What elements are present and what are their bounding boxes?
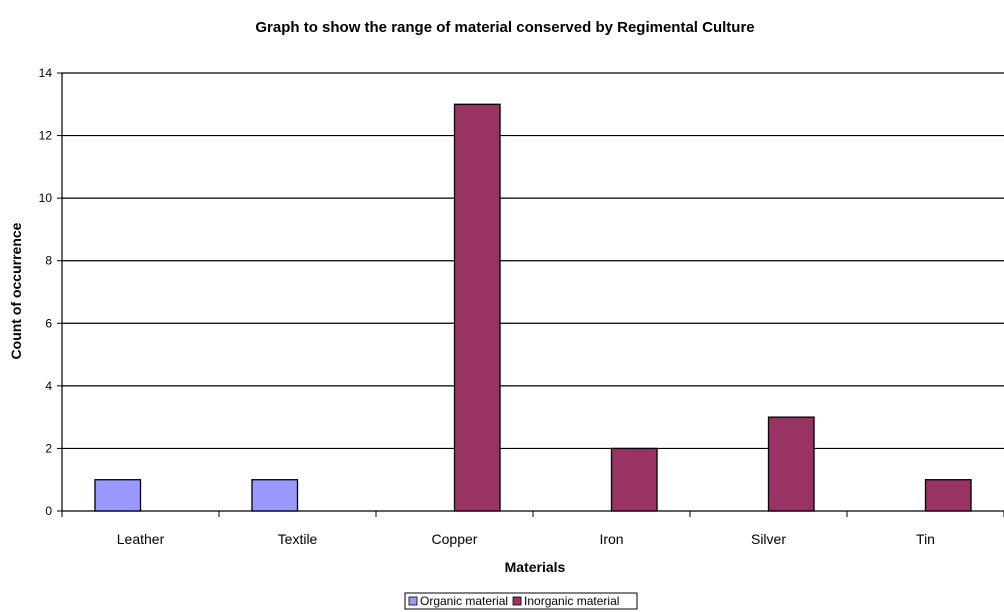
y-tick-label: 2 xyxy=(45,441,52,455)
bar xyxy=(610,447,658,512)
bar xyxy=(924,479,972,512)
x-axis-label: Materials xyxy=(505,559,566,575)
legend-entry: Organic material xyxy=(420,594,508,608)
x-tick-label: Iron xyxy=(599,531,623,547)
y-tick-label: 0 xyxy=(45,504,52,518)
y-tick-label: 6 xyxy=(45,316,52,330)
y-axis-label: Count of occurrence xyxy=(8,222,24,359)
y-tick-label: 14 xyxy=(39,66,53,80)
x-tick-label: Leather xyxy=(117,531,165,547)
x-tick-label: Tin xyxy=(916,531,935,547)
legend: Organic material Inorganic material xyxy=(404,592,638,610)
x-tick-label: Textile xyxy=(278,531,318,547)
x-tick-label: Silver xyxy=(751,531,786,547)
plot-area: 0 2 4 6 8 10 12 14 Leather Textile Copper Iron Silve… xyxy=(39,66,1004,547)
chart-title: Graph to show the range of material cons… xyxy=(255,19,754,36)
x-tick-label: Copper xyxy=(432,531,478,547)
bar xyxy=(453,103,501,512)
legend-swatch xyxy=(512,596,522,606)
y-tick-label: 4 xyxy=(45,379,52,393)
bar xyxy=(251,479,299,512)
legend-swatch xyxy=(408,596,418,606)
legend-entry: Inorganic material xyxy=(524,594,619,608)
bar xyxy=(94,479,142,512)
y-tick-label: 12 xyxy=(39,129,53,143)
y-tick-label: 8 xyxy=(45,254,52,268)
bar xyxy=(767,416,815,512)
y-tick-label: 10 xyxy=(39,191,53,205)
